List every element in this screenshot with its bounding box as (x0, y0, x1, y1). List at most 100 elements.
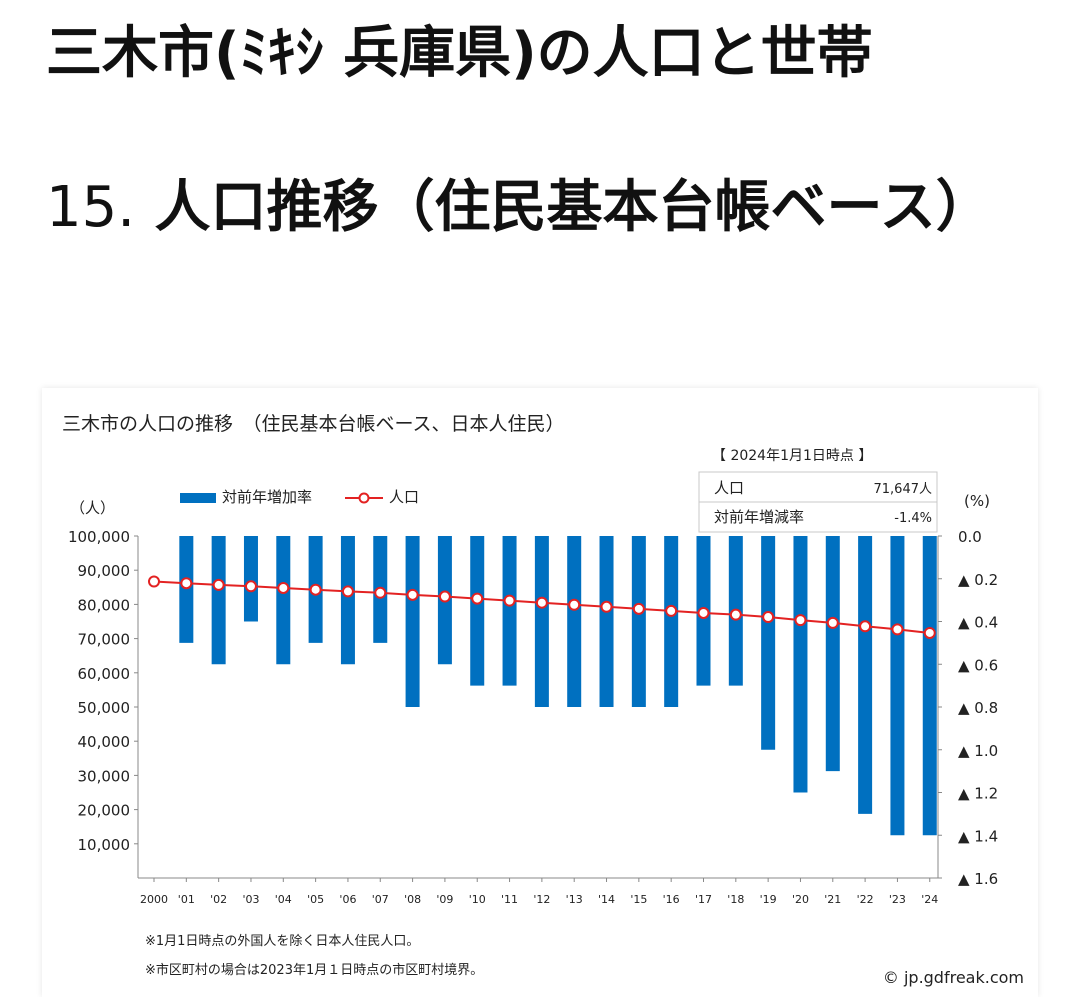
x-tick-label: '01 (178, 893, 195, 906)
left-axis-unit: （人） (70, 499, 115, 517)
section-title-text: 人口推移（住民基本台帳ベース） (135, 175, 992, 240)
growth-rate-bar (470, 536, 485, 686)
info-population-label: 人口 (714, 479, 744, 497)
growth-rate-bar (243, 536, 258, 622)
x-tick-label: '16 (663, 893, 680, 906)
population-point (729, 608, 742, 621)
left-tick-label: 100,000 (68, 528, 130, 546)
growth-rate-bar (340, 536, 355, 665)
growth-rate-bar (276, 536, 291, 665)
population-point (794, 614, 807, 627)
section-title: 15. 人口推移（住民基本台帳ベース） (46, 166, 1036, 250)
growth-rate-bar (405, 536, 420, 707)
population-point (148, 575, 160, 588)
population-point (600, 600, 613, 613)
x-tick-label: '15 (630, 893, 647, 906)
x-tick-label: '20 (792, 893, 809, 906)
growth-rate-bar (179, 536, 194, 643)
page-title: 三木市(ﾐｷｼ 兵庫県)の人口と世帯 (46, 21, 873, 86)
population-point (826, 616, 839, 629)
info-growth-value: -1.4% (894, 511, 932, 526)
population-point (923, 626, 936, 639)
growth-rate-bar (567, 536, 582, 707)
population-point (406, 588, 419, 601)
right-tick-label: ▲ 0.4 (958, 614, 998, 632)
x-tick-label: '17 (695, 893, 712, 906)
growth-rate-bar (858, 536, 873, 814)
left-tick-label: 20,000 (78, 802, 131, 820)
x-tick-label: '21 (824, 893, 841, 906)
right-tick-label: ▲ 1.4 (958, 827, 998, 845)
population-point (697, 606, 710, 619)
x-tick-label: '14 (598, 893, 615, 906)
right-tick-label: ▲ 1.6 (958, 870, 998, 888)
growth-rate-bar (793, 536, 808, 793)
x-tick-label: '05 (307, 893, 324, 906)
x-tick-label: '13 (566, 893, 583, 906)
footnote-2: ※市区町村の場合は2023年1月１日時点の市区町村境界。 (145, 962, 483, 978)
growth-rate-bar (922, 536, 937, 836)
growth-rate-bar (761, 536, 776, 750)
population-point (471, 592, 484, 605)
x-tick-label: '08 (404, 893, 421, 906)
left-tick-label: 50,000 (78, 699, 131, 717)
x-tick-label: 2000 (140, 893, 168, 906)
right-tick-label: ▲ 0.6 (958, 656, 998, 674)
growth-rate-bar (534, 536, 549, 707)
info-growth-label: 対前年増減率 (714, 508, 804, 526)
right-tick-label: ▲ 1.2 (958, 785, 998, 803)
x-tick-label: '11 (501, 893, 518, 906)
chart-title: 三木市の人口の推移 （住民基本台帳ベース、日本人住民） (62, 413, 565, 435)
population-point (374, 586, 387, 599)
x-tick-label: '06 (339, 893, 356, 906)
population-point (762, 611, 775, 624)
population-point (535, 596, 548, 609)
right-axis-unit: (%) (964, 492, 990, 510)
x-tick-label: '22 (857, 893, 874, 906)
x-tick-label: '04 (275, 893, 292, 906)
x-tick-label: '12 (533, 893, 550, 906)
left-tick-label: 30,000 (78, 767, 131, 785)
legend-bar-label: 対前年増加率 (222, 488, 312, 506)
right-tick-label: ▲ 0.2 (958, 571, 998, 589)
x-tick-label: '10 (469, 893, 486, 906)
population-chart-card: 三木市の人口の推移 （住民基本台帳ベース、日本人住民） 【 2024年1月1日時… (42, 388, 1038, 997)
x-tick-label: '09 (436, 893, 453, 906)
left-tick-label: 60,000 (78, 665, 131, 683)
growth-rate-bar (211, 536, 226, 665)
population-point (665, 604, 678, 617)
legend-line-marker (358, 492, 370, 504)
growth-rate-bar (890, 536, 905, 836)
left-tick-label: 10,000 (78, 836, 131, 854)
chart-credit: © jp.gdfreak.com (883, 968, 1024, 987)
right-tick-label: 0.0 (958, 528, 982, 546)
population-point (859, 620, 872, 633)
x-tick-label: '19 (760, 893, 777, 906)
population-chart: 三木市の人口の推移 （住民基本台帳ベース、日本人住民） 【 2024年1月1日時… (62, 413, 1024, 987)
growth-rate-bar (599, 536, 614, 707)
x-tick-label: '02 (210, 893, 227, 906)
population-point (503, 594, 516, 607)
footnote-1: ※1月1日時点の外国人を除く日本人住民人口。 (145, 934, 419, 949)
growth-rate-bar (631, 536, 646, 707)
left-tick-label: 80,000 (78, 596, 131, 614)
population-point (180, 577, 193, 590)
legend-line-label: 人口 (389, 488, 419, 506)
population-point (212, 578, 225, 591)
growth-rate-bar (502, 536, 517, 686)
population-point (277, 581, 290, 594)
x-tick-label: '07 (372, 893, 389, 906)
x-tick-label: '23 (889, 893, 906, 906)
left-tick-label: 90,000 (78, 562, 131, 580)
info-population-value: 71,647人 (874, 482, 933, 497)
population-point (309, 583, 322, 596)
x-tick-label: '03 (242, 893, 259, 906)
legend-bar-swatch (180, 493, 216, 503)
right-tick-label: ▲ 0.8 (958, 699, 998, 717)
population-point (632, 602, 645, 615)
right-tick-label: ▲ 1.0 (958, 742, 998, 760)
population-point (891, 623, 904, 636)
info-box-header: 【 2024年1月1日時点 】 (712, 448, 872, 464)
population-point (244, 580, 257, 593)
population-point (438, 590, 451, 603)
